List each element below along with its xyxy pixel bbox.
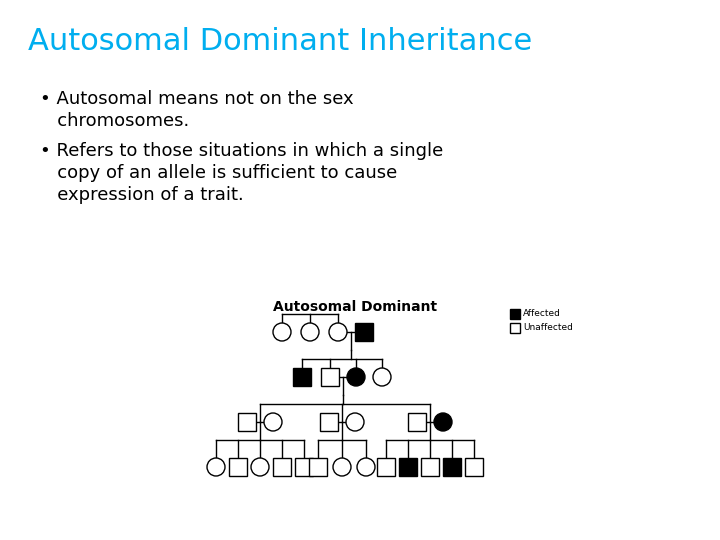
Circle shape [347,368,365,386]
Text: Affected: Affected [523,309,561,319]
Circle shape [329,323,347,341]
Circle shape [301,323,319,341]
Circle shape [207,458,225,476]
Circle shape [434,413,452,431]
Circle shape [251,458,269,476]
Bar [510,309,520,319]
Circle shape [346,413,364,431]
Text: Autosomal Dominant: Autosomal Dominant [273,300,437,314]
Bar [355,323,373,341]
Text: copy of an allele is sufficient to cause: copy of an allele is sufficient to cause [40,164,397,182]
Bar [273,458,291,476]
Bar [510,323,520,333]
Circle shape [273,323,291,341]
Text: • Refers to those situations in which a single: • Refers to those situations in which a … [40,142,444,160]
Bar [295,458,313,476]
Bar [443,458,461,476]
Text: chromosomes.: chromosomes. [40,112,189,130]
Circle shape [333,458,351,476]
Bar [320,413,338,431]
Text: expression of a trait.: expression of a trait. [40,186,244,204]
Bar [229,458,247,476]
Text: • Autosomal means not on the sex: • Autosomal means not on the sex [40,90,354,108]
Circle shape [357,458,375,476]
Circle shape [264,413,282,431]
Bar [377,458,395,476]
Bar [238,413,256,431]
Bar [465,458,483,476]
Bar [408,413,426,431]
Text: Unaffected: Unaffected [523,323,573,333]
Circle shape [373,368,391,386]
Bar [399,458,417,476]
Bar [309,458,327,476]
Bar [293,368,311,386]
Bar [321,368,339,386]
Bar [421,458,439,476]
Text: Autosomal Dominant Inheritance: Autosomal Dominant Inheritance [28,28,532,57]
